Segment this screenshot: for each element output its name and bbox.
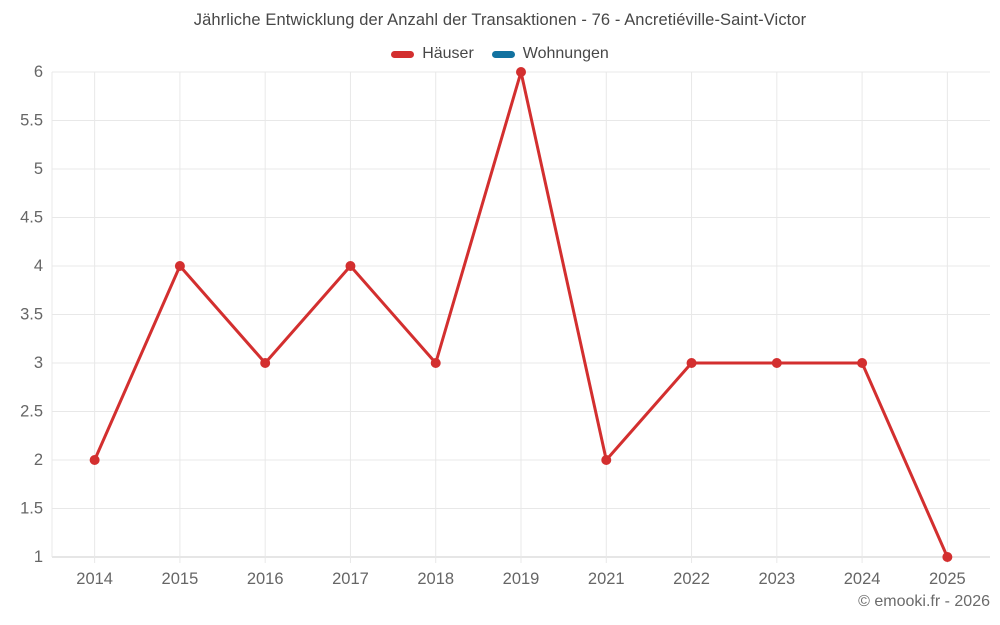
y-tick-label: 3.5: [20, 306, 43, 324]
x-tick-label: 2024: [844, 570, 881, 588]
data-point[interactable]: [260, 358, 271, 368]
y-tick-label: 1.5: [20, 500, 43, 518]
data-point[interactable]: [686, 358, 697, 368]
data-point[interactable]: [174, 261, 185, 271]
legend-label-wohnungen: Wohnungen: [522, 45, 609, 62]
data-point[interactable]: [771, 358, 782, 368]
x-gridlines: [51, 72, 948, 563]
data-point[interactable]: [942, 552, 953, 562]
legend-swatch-wohnungen: [491, 50, 515, 58]
y-tick-label: 3: [34, 354, 43, 372]
x-tick-label: 2018: [417, 570, 454, 588]
data-point[interactable]: [430, 358, 441, 368]
y-tick-label: 6: [34, 63, 43, 81]
y-tick-label: 4.5: [20, 209, 43, 227]
y-tick-label: 5: [34, 160, 43, 178]
x-tick-label: 2015: [162, 570, 199, 588]
y-tick-label: 2.5: [20, 403, 43, 421]
x-tick-label: 2019: [503, 570, 540, 588]
series-points-häuser: [89, 67, 953, 562]
legend-item-wohnungen[interactable]: Wohnungen: [491, 45, 609, 63]
x-tick-label: 2022: [673, 570, 710, 588]
data-point[interactable]: [89, 455, 100, 465]
data-point[interactable]: [601, 455, 612, 465]
x-tick-label: 2014: [76, 570, 113, 588]
data-point[interactable]: [857, 358, 868, 368]
x-tick-labels: 2014 2015 2016 2017 2018 2019 2021 2022 2023 2024…: [76, 570, 965, 588]
copyright-text: © emooki.fr - 2026: [858, 593, 990, 610]
chart-title: Jährliche Entwicklung der Anzahl der Tra…: [193, 11, 807, 29]
legend-item-haeuser[interactable]: Häuser: [391, 45, 474, 63]
legend-label-haeuser: Häuser: [422, 45, 474, 62]
y-tick-label: 5.5: [20, 112, 43, 130]
x-tick-label: 2023: [758, 570, 795, 588]
x-tick-label: 2025: [929, 570, 966, 588]
data-point[interactable]: [516, 67, 526, 77]
y-tick-label: 2: [34, 451, 43, 469]
y-tick-labels: 6 5.5 5 4.5 4 3.5 3 2.5 2 1.5 1: [20, 63, 43, 566]
x-tick-label: 2016: [247, 570, 284, 588]
y-tick-label: 4: [34, 257, 43, 275]
data-point[interactable]: [345, 261, 356, 271]
legend: Häuser Wohnungen: [0, 45, 1000, 63]
y-tick-label: 1: [34, 548, 43, 566]
legend-swatch-haeuser: [391, 50, 415, 58]
x-tick-label: 2021: [588, 570, 625, 588]
x-tick-label: 2017: [332, 570, 369, 588]
